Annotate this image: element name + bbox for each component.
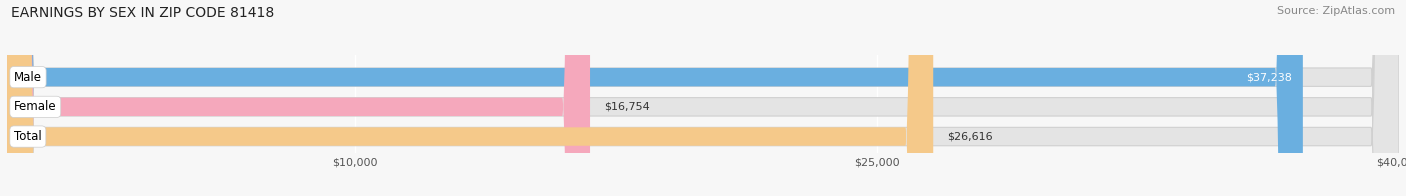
FancyBboxPatch shape <box>7 0 1303 196</box>
FancyBboxPatch shape <box>7 0 591 196</box>
FancyBboxPatch shape <box>7 0 1399 196</box>
Text: $16,754: $16,754 <box>605 102 650 112</box>
Text: Male: Male <box>14 71 42 84</box>
FancyBboxPatch shape <box>7 0 1399 196</box>
Text: Female: Female <box>14 100 56 113</box>
Text: Source: ZipAtlas.com: Source: ZipAtlas.com <box>1277 6 1395 16</box>
Text: $37,238: $37,238 <box>1247 72 1292 82</box>
FancyBboxPatch shape <box>7 0 934 196</box>
Text: $26,616: $26,616 <box>948 132 993 142</box>
Text: EARNINGS BY SEX IN ZIP CODE 81418: EARNINGS BY SEX IN ZIP CODE 81418 <box>11 6 274 20</box>
Text: Total: Total <box>14 130 42 143</box>
FancyBboxPatch shape <box>7 0 1399 196</box>
